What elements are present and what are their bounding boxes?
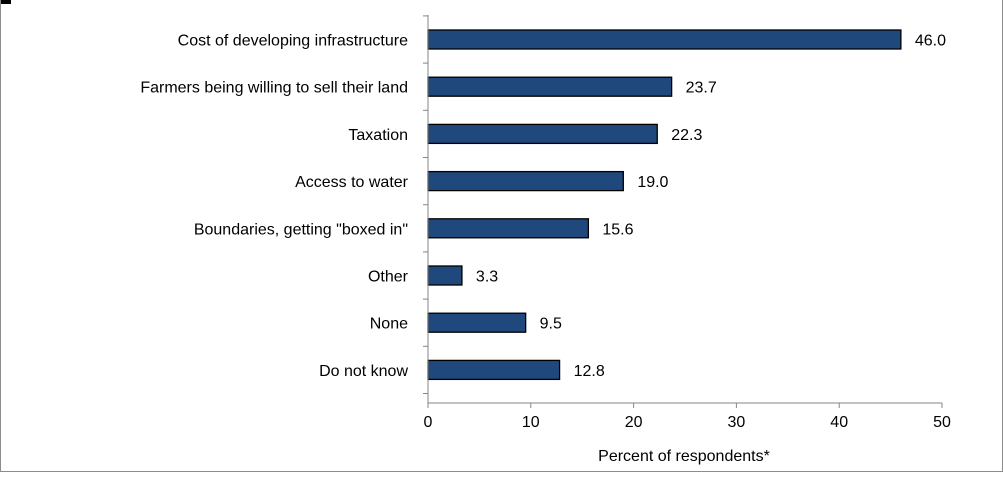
bar-5 xyxy=(427,265,463,286)
category-label: Other xyxy=(368,269,409,286)
category-label: None xyxy=(370,316,408,333)
x-axis-title: Percent of respondents* xyxy=(598,448,770,465)
bar-1 xyxy=(427,76,673,97)
category-label: Access to water xyxy=(295,174,409,191)
value-label: 22.3 xyxy=(671,127,702,144)
category-label: Boundaries, getting "boxed in" xyxy=(194,221,408,238)
category-label: Taxation xyxy=(348,127,408,144)
bar-0 xyxy=(427,29,902,50)
x-tick-label: 30 xyxy=(728,414,746,431)
value-label: 46.0 xyxy=(915,33,946,50)
value-label: 23.7 xyxy=(686,80,717,97)
x-tick-label: 40 xyxy=(830,414,848,431)
value-label: 3.3 xyxy=(476,269,498,286)
x-tick-label: 0 xyxy=(424,414,433,431)
value-label: 12.8 xyxy=(574,363,605,380)
labels-layer: Cost of developing infrastructure 46.0 Far… xyxy=(140,33,951,432)
category-label: Do not know xyxy=(319,363,408,380)
bar-2 xyxy=(427,123,658,145)
bar-6 xyxy=(427,312,527,333)
bar-3 xyxy=(427,170,624,192)
bar-7 xyxy=(427,359,561,381)
value-label: 15.6 xyxy=(602,221,633,238)
bars-layer xyxy=(427,29,902,381)
x-tick-label: 20 xyxy=(625,414,643,431)
x-tick-label: 10 xyxy=(522,414,540,431)
category-label: Farmers being willing to sell their land xyxy=(140,80,408,97)
bar-4 xyxy=(427,218,590,239)
clipped-title-fragment xyxy=(1,0,11,4)
value-label: 19.0 xyxy=(637,174,668,191)
x-tick-label: 50 xyxy=(933,414,951,431)
axes-layer xyxy=(423,15,943,408)
category-label: Cost of developing infrastructure xyxy=(178,33,408,50)
value-label: 9.5 xyxy=(540,316,562,333)
